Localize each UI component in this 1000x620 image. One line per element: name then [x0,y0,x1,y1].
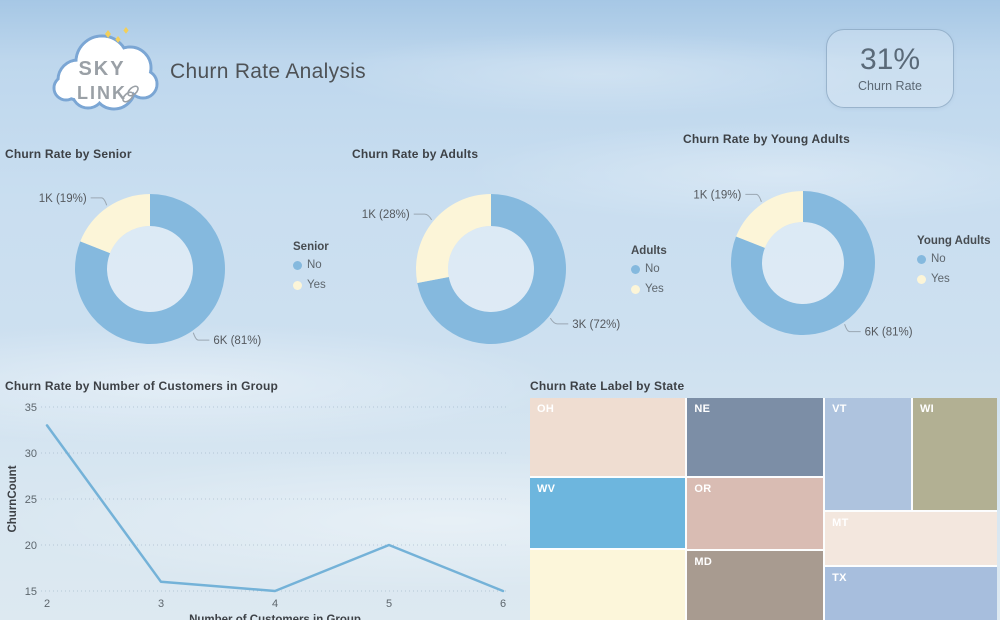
treemap-chart: OH WV NE OR MD VT WI MT TX [530,398,997,620]
donut-slice-yes[interactable] [736,191,803,248]
x-axis-tick: 4 [272,598,278,610]
donut-slice-label: 6K (81%) [865,327,913,339]
kpi-value: 31% [859,43,921,77]
donut-slice-no[interactable] [731,191,875,335]
donut-slice-no[interactable] [417,194,566,344]
legend-swatch-no-icon [917,254,926,264]
treemap-cell-vt[interactable]: VT [825,398,912,511]
visual-title: Churn Rate by Senior [5,147,132,161]
y-axis-tick: 20 [25,540,37,552]
treemap-cell-wv[interactable]: WV [530,477,686,549]
legend-label-yes: Yes [307,279,326,291]
skylink-cloud-logo: SKY LINK [52,27,159,111]
legend-item-yes[interactable]: Yes [917,273,990,285]
legend-label-no: No [307,259,322,271]
treemap-cell-label: TX [832,571,847,584]
treemap-cell-or[interactable]: OR [687,477,823,549]
treemap-visual: Churn Rate Label by State OH WV NE OR MD VT WI… [530,377,997,620]
treemap-cell-oh[interactable]: OH [530,398,686,476]
treemap-cell-label: OR [694,482,712,495]
legend-item-no[interactable]: No [631,263,667,275]
donut-slice-label: 1K (28%) [362,209,410,221]
treemap-cell-label: NE [694,403,711,415]
x-axis-title: Number of Customers in Group [189,614,361,620]
donut-visual-senior: Churn Rate by Senior 6K (81%) 1K (19%) Se… [5,145,340,370]
x-axis-tick: 3 [158,598,164,610]
line-chart-visual: Churn Rate by Number of Customers in Gro… [5,377,520,620]
y-axis-title: ChurnCount [7,465,19,532]
treemap-cell-mt[interactable]: MT [825,512,997,565]
donut-slice-yes[interactable] [416,194,491,284]
donut-visual-young-adults: Churn Rate by Young Adults 6K (81%) 1K (1… [680,130,1000,370]
x-axis-tick: 2 [44,598,50,610]
treemap-cell-label: VT [832,403,847,415]
x-axis-tick: 5 [386,598,392,610]
visual-title: Churn Rate by Adults [352,147,479,161]
page-title: Churn Rate Analysis [170,60,366,83]
donut-slice-label: 6K (81%) [213,335,261,347]
legend-label-yes: Yes [931,273,950,285]
donut-chart-senior: 6K (81%) 1K (19%) [39,193,262,347]
treemap-cell-ne[interactable]: NE [687,398,823,476]
sparkles-icon [105,27,129,43]
treemap-cell-label: MD [694,555,713,568]
legend-label-no: No [645,263,660,275]
legend-title: Young Adults [917,235,991,247]
treemap-cell-tx[interactable]: TX [825,566,997,620]
x-axis-tick: 6 [500,598,506,610]
logo-text-sky: SKY [78,58,125,80]
treemap-cell-wi[interactable]: WI [912,398,997,511]
legend-label-yes: Yes [645,283,664,295]
legend-item-no[interactable]: No [917,253,990,265]
logo-text-link: LINK [77,83,127,103]
visual-title: Churn Rate by Number of Customers in Gro… [5,379,279,393]
donut-chart-young-adults: 6K (81%) 1K (19%) [693,189,913,339]
legend-item-no[interactable]: No [293,259,329,271]
treemap-cell-label: MT [832,517,849,530]
donut-slice-label: 1K (19%) [39,193,87,205]
legend-swatch-yes-icon [631,284,640,294]
churncount-line-series[interactable] [45,424,505,593]
treemap-cell-label: WI [919,403,934,415]
kpi-card-churn-rate[interactable]: 31% Churn Rate [826,29,954,108]
legend-swatch-no-icon [631,264,640,274]
y-axis-tick: 25 [25,494,37,506]
donut-visual-adults: Churn Rate by Adults 3K (72%) 1K (28%) Ad… [348,145,680,370]
donut-slice-label: 1K (19%) [693,189,741,201]
legend-swatch-yes-icon [917,274,926,284]
y-axis-tick: 15 [25,586,37,598]
legend-label-no: No [931,253,946,265]
donut-legend-adults: Adults No Yes [631,245,667,303]
treemap-cell-md[interactable]: MD [687,550,823,620]
treemap-cell-label: WV [537,482,556,495]
legend-item-yes[interactable]: Yes [631,283,667,295]
legend-title: Senior [293,241,329,253]
donut-legend-young-adults: Young Adults No Yes [917,235,990,293]
donut-chart-adults: 3K (72%) 1K (28%) [362,194,620,344]
visual-title: Churn Rate Label by State [530,379,685,393]
donut-slice-no[interactable] [74,194,225,344]
line-chart: 15 20 25 30 35 2 3 4 5 6 ChurnCount Number of Custo… [7,402,509,620]
donut-slice-label: 3K (72%) [572,319,620,331]
legend-item-yes[interactable]: Yes [293,279,329,291]
chain-link-icon [122,85,139,103]
visual-title: Churn Rate by Young Adults [683,132,850,146]
donut-legend-senior: Senior No Yes [293,241,329,299]
treemap-cell-unlabeled[interactable] [530,550,686,620]
kpi-label: Churn Rate [858,78,922,93]
legend-swatch-no-icon [293,260,302,270]
legend-title: Adults [631,245,667,257]
y-axis-tick: 30 [25,448,37,460]
legend-swatch-yes-icon [293,280,302,290]
y-axis-tick: 35 [25,402,37,414]
donut-slice-yes[interactable] [80,194,150,254]
treemap-cell-label: OH [537,403,555,415]
